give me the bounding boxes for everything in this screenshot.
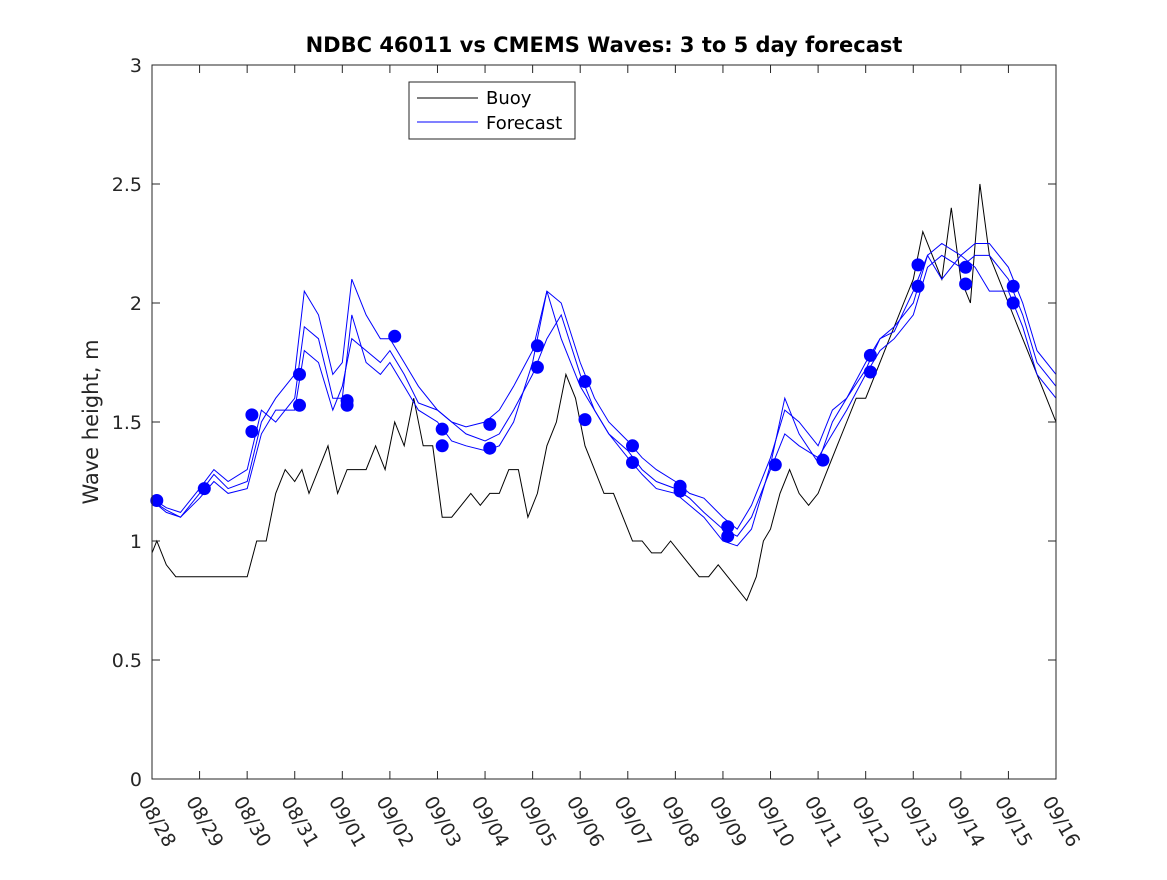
forecast-marker-3 [245, 425, 259, 438]
y-tick-label-4: 2 [130, 293, 142, 315]
forecast-marker-32 [1006, 296, 1020, 310]
forecast-marker-27 [911, 258, 925, 272]
x-tick-label-10: 09/07 [609, 793, 655, 851]
forecast-marker-22 [721, 529, 735, 543]
y-tick-label-5: 2.5 [112, 174, 142, 196]
forecast-marker-30 [959, 277, 973, 291]
forecast-marker-24 [816, 453, 830, 467]
forecast-marker-20 [673, 484, 687, 498]
forecast-marker-10 [435, 439, 449, 453]
x-tick-label-13: 09/10 [752, 793, 798, 851]
forecast-marker-15 [578, 375, 592, 388]
y-axis-label: Wave height, m [79, 339, 103, 504]
x-tick-label-5: 09/02 [372, 793, 418, 851]
forecast-marker-23 [768, 458, 782, 472]
y-tick-label-0: 0 [130, 769, 142, 791]
forecast-marker-26 [863, 365, 877, 379]
forecast-marker-1 [197, 482, 211, 496]
chart-title: NDBC 46011 vs CMEMS Waves: 3 to 5 day fo… [306, 33, 903, 57]
forecast-marker-31 [1006, 279, 1020, 293]
forecast-marker-13 [530, 339, 544, 353]
forecast-marker-28 [911, 279, 925, 293]
y-tick-label-3: 1.5 [112, 412, 142, 434]
x-tick-label-0: 08/28 [134, 793, 180, 851]
data-layer [150, 183, 1057, 602]
forecast-marker-2 [245, 408, 259, 422]
forecast-marker-16 [578, 413, 592, 427]
legend-forecast-label: Forecast [486, 113, 562, 134]
x-tick-label-2: 08/30 [229, 793, 275, 851]
forecast-marker-5 [293, 398, 306, 412]
forecast-series-line-3 [151, 254, 1057, 547]
forecast-marker-17 [626, 439, 639, 453]
forecast-marker-4 [293, 367, 306, 381]
y-tick-label-1: 0.5 [112, 650, 142, 672]
x-tick-label-17: 09/14 [943, 793, 989, 851]
forecast-marker-12 [483, 441, 497, 455]
forecast-marker-9 [435, 422, 449, 436]
x-tick-label-15: 09/12 [847, 793, 893, 851]
x-tick-label-4: 09/01 [324, 793, 370, 851]
x-tick-label-3: 08/31 [276, 793, 322, 851]
legend-box [408, 81, 576, 140]
forecast-marker-14 [530, 360, 544, 374]
forecast-series-line-1 [151, 254, 1057, 537]
x-tick-label-16: 09/13 [895, 793, 941, 851]
plot-area [152, 65, 1056, 779]
forecast-marker-29 [959, 260, 973, 274]
forecast-marker-11 [483, 417, 497, 431]
legend-buoy-label: Buoy [486, 88, 532, 109]
legend: Buoy Forecast [408, 81, 576, 140]
forecast-marker-25 [863, 348, 877, 362]
buoy-series-line [151, 183, 1057, 602]
y-tick-label-6: 3 [130, 55, 142, 77]
x-tick-label-12: 09/09 [705, 793, 751, 851]
x-tick-label-6: 09/03 [419, 793, 465, 851]
x-tick-label-9: 09/06 [562, 793, 608, 851]
forecast-marker-8 [388, 329, 402, 343]
forecast-marker-7 [340, 398, 354, 412]
x-tick-label-1: 08/29 [181, 793, 227, 851]
forecast-marker-0 [150, 494, 164, 507]
x-tick-label-7: 09/04 [467, 793, 513, 851]
forecast-marker-18 [626, 456, 639, 469]
y-tick-label-2: 1 [130, 531, 142, 553]
x-tick-label-11: 09/08 [657, 793, 703, 851]
x-tick-label-19: 09/16 [1038, 793, 1084, 851]
x-tick-label-8: 09/05 [514, 793, 560, 851]
x-tick-label-18: 09/15 [990, 793, 1036, 851]
forecast-marker-21 [721, 520, 735, 534]
x-tick-label-14: 09/11 [800, 793, 846, 851]
